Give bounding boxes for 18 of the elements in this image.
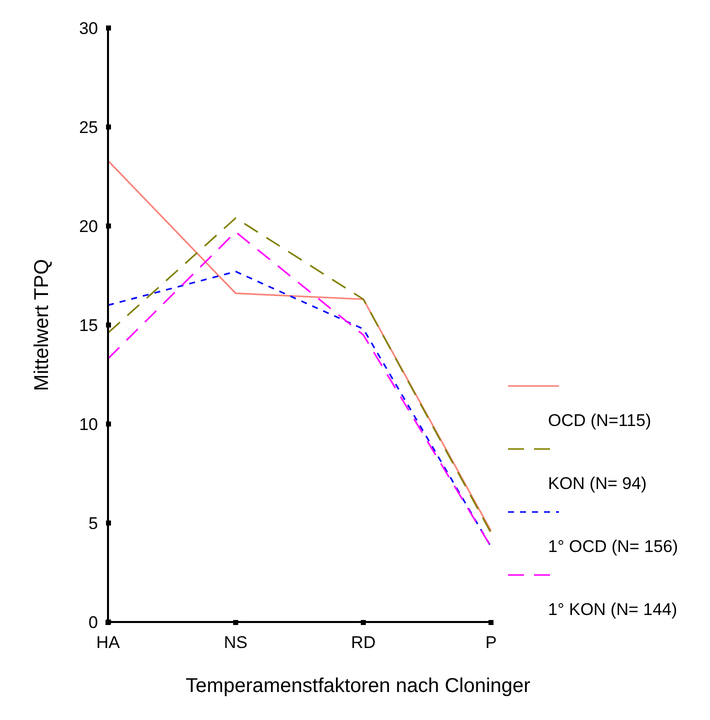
text: 1° OCD (N= 156) [548,537,678,556]
y-tick-label: 25 [79,118,98,137]
y-tick-label: 15 [79,316,98,335]
x-tick-label: NS [224,633,248,652]
text: 1° KON (N= 144) [548,600,678,619]
y-tick-label: 10 [79,414,98,434]
x-tick-label: RD [351,633,376,652]
text: KON (N= 94) [548,474,647,493]
y-tick-label: 5 [88,514,98,533]
y-tick-label: 30 [79,18,98,38]
y-axis-title: Mittelwert TPQ [31,259,53,391]
text: OCD (N=115) [548,411,652,430]
line-series [107,160,492,532]
x-tick-label: P [485,633,497,652]
x-tick-label: HA [96,633,120,652]
y-tick-label: 0 [88,612,98,632]
x-axis-title: Temperamenstfaktoren nach Cloninger [186,675,531,697]
y-tick-label: 20 [79,216,98,236]
